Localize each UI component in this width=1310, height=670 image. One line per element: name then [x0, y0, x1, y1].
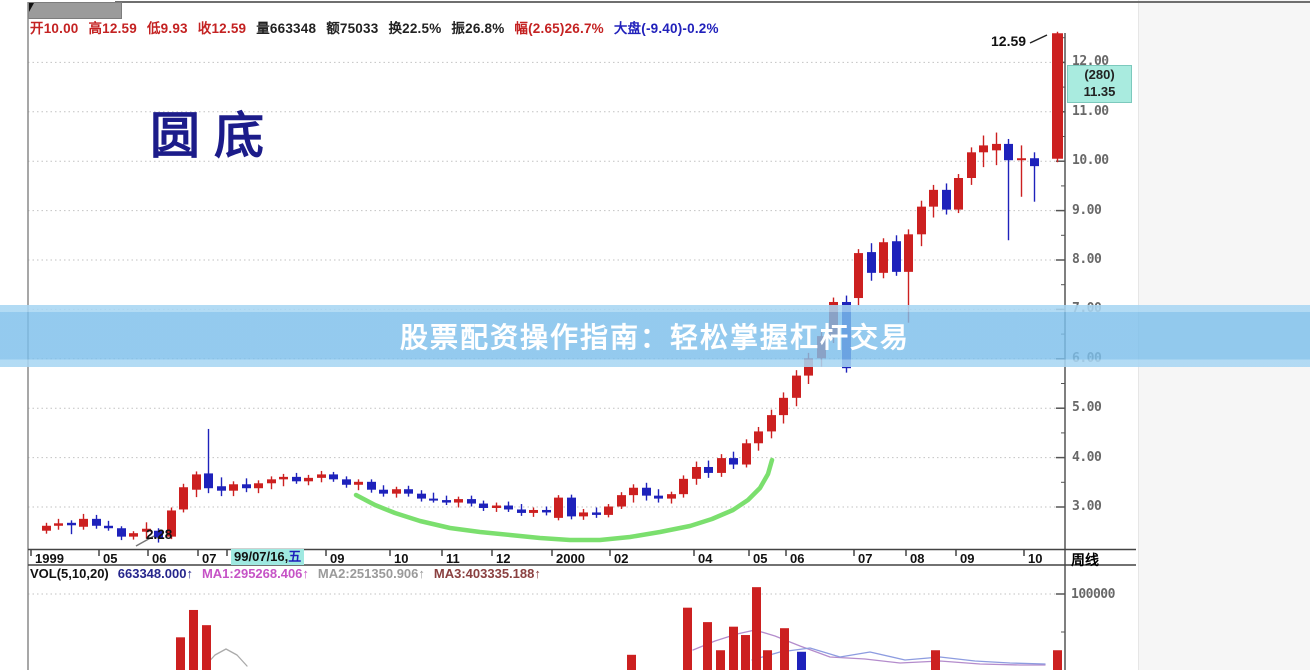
- price-tick-label: 8.00: [1072, 252, 1102, 267]
- date-label: 04: [698, 551, 713, 566]
- date-label: 2000: [556, 551, 585, 566]
- vol-segment: VOL(5,10,20): [30, 566, 109, 581]
- stat-segment: 高12.59: [88, 21, 137, 36]
- price-tick-label: 11.00: [1072, 103, 1109, 119]
- stat-segment: 幅(2.65)26.7%: [514, 21, 604, 36]
- stat-segment: 收12.59: [197, 21, 247, 36]
- stat-segment: 低9.93: [146, 21, 188, 36]
- date-label: 06: [152, 551, 167, 566]
- vol-segment: MA2:251350.906↑: [317, 566, 425, 581]
- low-price-annotation: 2.28: [146, 527, 173, 542]
- weekday-label: 五: [288, 549, 302, 564]
- stat-segment: 振26.8%: [451, 21, 505, 36]
- banner-title: 股票配资操作指南：轻松掌握杠杆交易: [399, 322, 910, 353]
- date-label: 12: [496, 551, 511, 566]
- price-tick-label: 4.00: [1072, 449, 1102, 465]
- date-label: 06: [790, 551, 805, 566]
- date-label: 07: [202, 551, 217, 566]
- current-price-tag: (280) 11.35: [1067, 65, 1132, 103]
- date-label: 08: [910, 551, 925, 566]
- price-tick-label: 10.00: [1072, 153, 1109, 169]
- date-label: 10: [1028, 551, 1043, 566]
- high-price-annotation: 12.59: [991, 33, 1027, 49]
- stat-segment: 量663348: [256, 21, 317, 36]
- date-label: 09: [330, 551, 345, 566]
- vol-segment: 663348.000↑: [117, 566, 193, 581]
- price-tick-label: 3.00: [1072, 499, 1102, 514]
- price-tag-price: 11.35: [1083, 84, 1116, 99]
- window-top-border: [115, 1, 1310, 3]
- date-label: 05: [103, 551, 118, 566]
- date-label: 02: [614, 551, 629, 566]
- volume-axis-label: 100000: [1071, 587, 1115, 602]
- pattern-annotation: 圆底: [150, 108, 278, 164]
- stat-segment: 大盘(-9.40)-0.2%: [613, 21, 719, 36]
- price-tag-count: (280): [1084, 67, 1115, 82]
- vol-segment: MA1:295268.406↑: [201, 566, 309, 581]
- date-label: 10: [394, 551, 409, 566]
- date-label: 99/07/16,五: [231, 549, 305, 565]
- stat-segment: 换22.5%: [388, 21, 442, 36]
- period-label: 周线: [1071, 552, 1099, 568]
- date-label: 05: [753, 551, 768, 566]
- stats-bar: 开10.00 高12.59 低9.93 收12.59 量663348 额75033 换22.…: [30, 17, 729, 36]
- vol-segment: MA3:403335.188↑: [433, 566, 541, 581]
- date-label: 07: [858, 551, 873, 566]
- volume-indicator-bar: VOL(5,10,20) 663348.000↑ MA1:295268.406↑ MA…: [30, 566, 550, 582]
- price-tick-label: 5.00: [1072, 400, 1102, 416]
- overlay-ad-banner[interactable]: 股票配资操作指南：轻松掌握杠杆交易: [0, 305, 1310, 367]
- cursor-icon: [29, 3, 38, 12]
- stat-segment: 额75033: [326, 21, 379, 36]
- date-label: 11: [446, 551, 460, 566]
- date-label: 1999: [35, 551, 64, 566]
- stat-segment: 开10.00: [30, 21, 79, 36]
- date-label: 09: [960, 551, 975, 566]
- price-tick-label: 9.00: [1072, 202, 1102, 218]
